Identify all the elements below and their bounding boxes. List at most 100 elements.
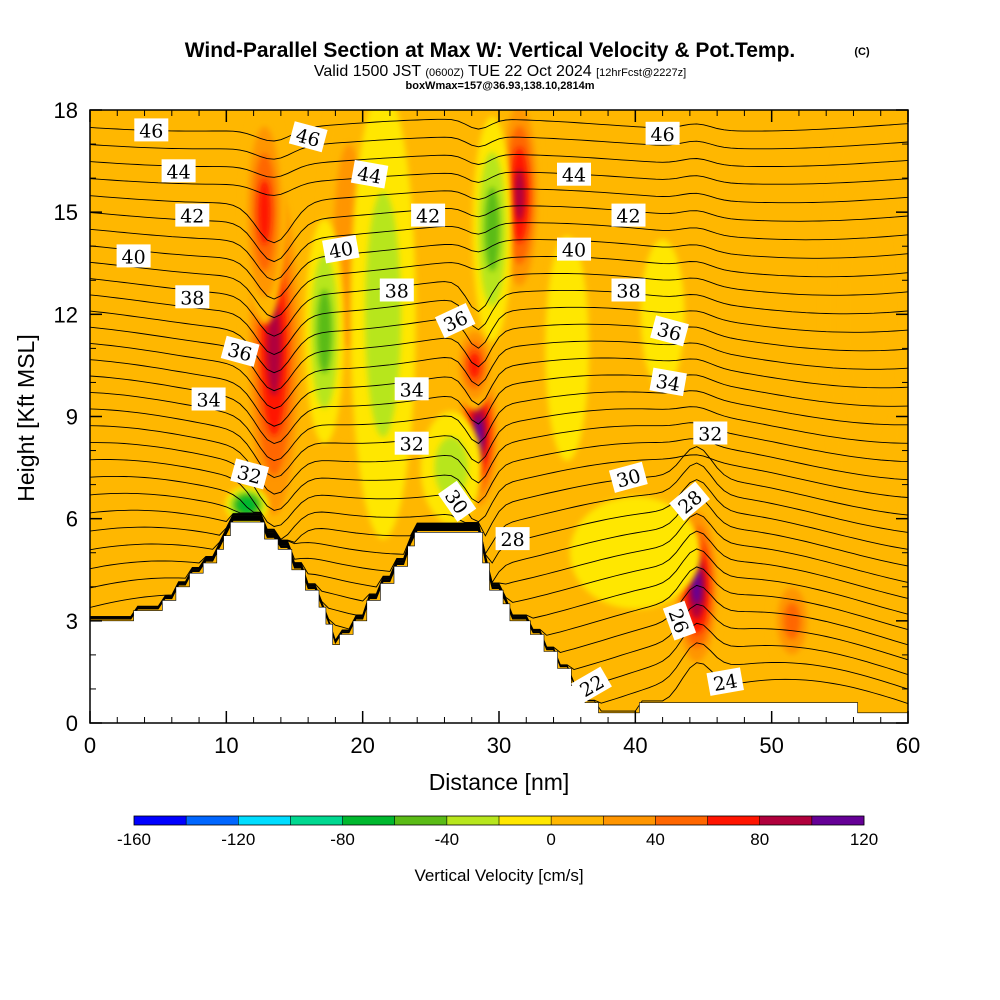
updraft-cell (267, 300, 282, 396)
subtitle-utc: (0600Z) (425, 67, 464, 79)
contour-label: 32 (394, 431, 429, 456)
colorbar-swatch (186, 816, 239, 825)
contour-label: 38 (611, 278, 646, 303)
colorbar-swatch (707, 816, 761, 825)
contour-label-text: 34 (654, 370, 682, 396)
y-tick-label: 6 (66, 507, 78, 532)
contour-label: 44 (557, 162, 591, 187)
y-tick-label: 12 (54, 302, 78, 327)
contour-label: 42 (175, 203, 210, 228)
contour-label-text: 34 (197, 390, 221, 412)
x-tick-label: 40 (623, 733, 647, 758)
contour-label-text: 32 (698, 424, 722, 446)
pot-temp-contour (90, 374, 908, 444)
colorbar-swatch (551, 816, 604, 825)
contour-label-box (175, 285, 210, 309)
contour-label-text: 44 (167, 161, 191, 183)
y-tick-label: 0 (66, 711, 78, 736)
colorbar-title: Vertical Velocity [cm/s] (414, 866, 583, 885)
colorbar-tick-label: 0 (546, 830, 555, 849)
contour-label-box (557, 162, 591, 186)
contour-label-box (434, 303, 476, 339)
pot-temp-contour (90, 422, 908, 495)
pot-temp-contour (90, 390, 908, 462)
contour-label: 34 (649, 367, 687, 397)
contour-label: 44 (350, 159, 389, 189)
contour-label-box (322, 234, 360, 264)
x-tick-label: 10 (214, 733, 238, 758)
contour-label: 40 (322, 234, 360, 264)
contour-label-box (288, 121, 328, 153)
colorbar-tick-label: 40 (646, 830, 665, 849)
contour-label: 24 (706, 667, 744, 696)
contour-label: 42 (411, 203, 446, 228)
contour-label-text: 46 (651, 124, 675, 146)
terrain (90, 521, 908, 723)
contour-label: 44 (161, 159, 196, 183)
contour-label-box (437, 480, 477, 522)
contour-label-box (693, 421, 728, 445)
title-block: Wind-Parallel Section at Max W: Vertical… (185, 39, 870, 92)
colorbar-swatch (342, 816, 396, 825)
contour-label: 26 (662, 600, 697, 641)
downdraft-cell (241, 500, 252, 510)
contour-label: 38 (175, 285, 210, 309)
contour-label-box (350, 159, 389, 189)
contour-label-box (570, 666, 612, 704)
contour-label-text: 42 (180, 206, 204, 228)
contour-label-text: 40 (327, 238, 355, 264)
chart-subsubtitle: boxWmax=157@36.93,138.10,2814m (406, 80, 595, 92)
pot-temp-contour (90, 205, 908, 263)
downdraft-cell (555, 287, 580, 410)
contour-label-box (394, 431, 429, 455)
colorbar-swatch (603, 816, 656, 825)
contour-label-box (411, 203, 446, 227)
contour-label: 38 (379, 278, 414, 303)
downdraft-cell (365, 191, 401, 437)
contour-label-box (220, 335, 260, 367)
contour-label-box (134, 118, 169, 142)
y-tick-label: 3 (66, 609, 78, 634)
colorbar-swatch (499, 816, 552, 825)
contour-label: 46 (134, 118, 169, 142)
contour-label-text: 38 (385, 281, 409, 303)
contour-label-text: 38 (616, 281, 640, 303)
x-tick-label: 50 (759, 733, 783, 758)
y-axis-label: Height [Kft MSL] (13, 334, 39, 501)
y-tick-label: 15 (54, 200, 78, 225)
contour-label-text: 42 (416, 206, 440, 228)
contour-label-box (650, 315, 689, 347)
contour-label-box (669, 481, 710, 521)
y-tick-label: 18 (54, 98, 78, 123)
pot-temp-contour (90, 479, 908, 564)
contour-label-box (191, 387, 226, 411)
colorbar: -160 -120 -80 -40 0 40 80 120 (117, 815, 878, 849)
subtitle-prefix: Valid 1500 JST (314, 63, 425, 80)
x-tick-label: 60 (896, 733, 920, 758)
updraft-cell (692, 569, 702, 605)
contour-label-box (649, 367, 687, 397)
updraft-cell (514, 169, 525, 222)
contour-label: 46 (645, 121, 680, 146)
pot-temp-contour (90, 154, 908, 178)
colorbar-swatch (811, 816, 865, 825)
contour-label: 36 (650, 315, 689, 347)
contour-label: 42 (611, 203, 646, 228)
pot-temp-contour (90, 446, 908, 541)
contour-label: 32 (693, 421, 728, 446)
chart-title-mark: (C) (854, 46, 870, 58)
pot-temp-contour (90, 136, 908, 160)
contour-label-box (394, 377, 429, 401)
x-axis-label: Distance [nm] (429, 769, 570, 795)
x-tick-label: 30 (487, 733, 511, 758)
contour-label-box (161, 159, 196, 183)
contour-label-box (495, 527, 530, 551)
contour-label-box (706, 667, 744, 696)
colorbar-swatch (446, 816, 500, 825)
contour-label: 34 (191, 387, 226, 412)
chart-title: Wind-Parallel Section at Max W: Vertical… (185, 39, 796, 62)
colorbar-tick-label: 120 (850, 830, 878, 849)
contour-label-box (645, 121, 680, 145)
